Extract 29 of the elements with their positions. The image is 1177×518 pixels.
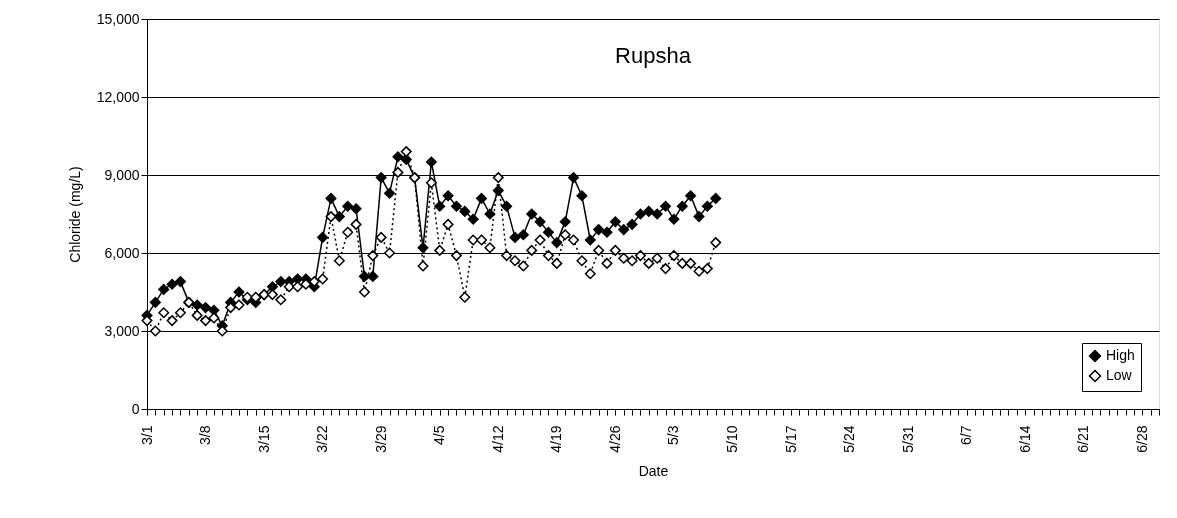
- x-tick-label: 6/7: [958, 425, 975, 445]
- x-tick-label: 3/29: [372, 425, 389, 453]
- x-tick-label: 4/5: [431, 425, 448, 445]
- x-tick-label: 5/24: [841, 425, 858, 453]
- y-tick-label: 15,000: [96, 10, 140, 27]
- x-tick-label: 4/12: [489, 425, 506, 453]
- y-tick-label: 6,000: [104, 244, 140, 261]
- x-tick-label: 6/21: [1075, 425, 1092, 453]
- x-tick-label: 3/15: [255, 425, 272, 453]
- legend-label: High: [1106, 347, 1135, 363]
- x-tick-label: 5/17: [782, 425, 799, 453]
- x-axis-title: Date: [638, 462, 669, 479]
- x-tick-label: 5/31: [899, 425, 916, 453]
- x-tick-label: 5/3: [665, 425, 682, 445]
- y-tick-label: 0: [131, 400, 140, 417]
- x-tick-label: 6/28: [1133, 425, 1150, 453]
- y-tick-label: 3,000: [104, 322, 140, 339]
- x-tick-label: 3/1: [138, 425, 155, 445]
- x-tick-label: 3/22: [314, 425, 331, 453]
- x-tick-label: 3/8: [197, 425, 214, 445]
- y-tick-label: 12,000: [96, 88, 140, 105]
- x-tick-label: 5/10: [723, 425, 740, 453]
- x-tick-label: 4/19: [548, 425, 565, 453]
- legend-label: Low: [1106, 367, 1133, 383]
- x-tick-label: 6/14: [1016, 425, 1033, 453]
- text: Rupsha: [615, 43, 692, 68]
- y-tick-label: 9,000: [104, 166, 140, 183]
- x-tick-label: 4/26: [606, 425, 623, 453]
- y-axis-title: Chloride (mg/L): [66, 166, 83, 263]
